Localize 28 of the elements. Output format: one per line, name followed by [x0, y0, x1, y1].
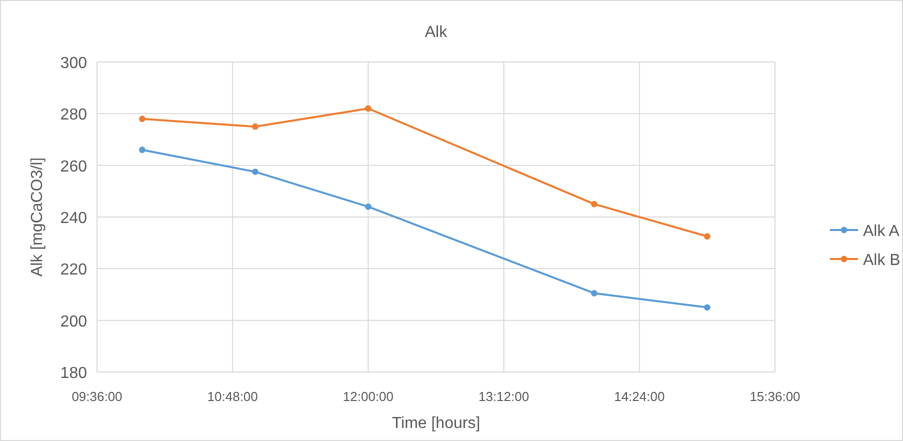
x-tick-label: 09:36:00 — [72, 389, 122, 404]
point — [704, 304, 710, 311]
x-tick-label: 12:00:00 — [342, 389, 394, 404]
point — [252, 168, 258, 175]
y-tick-label: 260 — [60, 158, 88, 176]
point — [252, 123, 258, 130]
y-tick-label: 220 — [60, 262, 88, 279]
x-tick-label: 15:36:00 — [750, 389, 800, 404]
x-axis-title: Time [hours] — [392, 415, 480, 432]
x-tick-label: 10:48:00 — [207, 389, 258, 404]
point — [139, 146, 146, 154]
y-tick-label: 240 — [60, 210, 88, 227]
point — [365, 105, 372, 112]
legend-label: Alk A — [863, 223, 900, 240]
x-tick-label: 13:12:00 — [478, 389, 530, 404]
y-axis-title: Alk [mgCaCO3/l] — [29, 157, 46, 277]
y-tick-label: 200 — [60, 313, 88, 330]
chart-title: Alk — [424, 24, 448, 41]
y-tick-label: 180 — [60, 365, 88, 382]
x-tick-label: 14:24:00 — [614, 389, 665, 404]
point — [139, 116, 146, 122]
point — [704, 233, 710, 240]
y-tick-label: 300 — [60, 55, 88, 72]
y-tick-label: 280 — [60, 106, 88, 124]
legend-label: Alk B — [863, 252, 900, 269]
point — [365, 203, 372, 210]
point — [591, 290, 598, 296]
point — [591, 200, 598, 208]
